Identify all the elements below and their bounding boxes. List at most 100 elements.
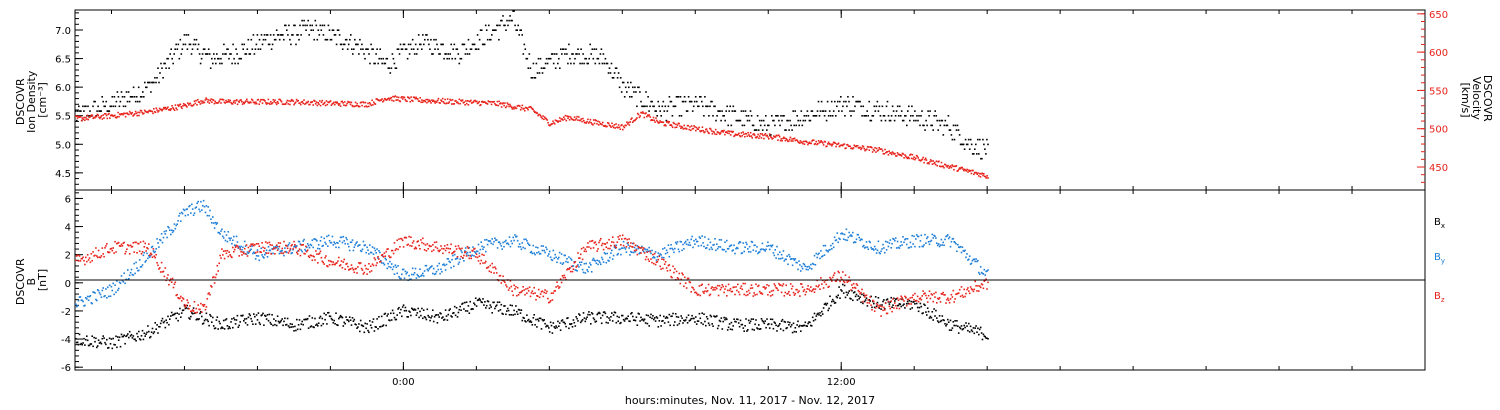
data-point (687, 96, 690, 98)
data-point (745, 241, 747, 244)
data-point (280, 100, 283, 103)
data-point (883, 115, 886, 117)
data-point (212, 276, 214, 279)
data-point (876, 301, 879, 304)
data-point (468, 246, 471, 249)
data-point (722, 131, 724, 133)
data-point (417, 307, 419, 310)
data-point (267, 98, 270, 101)
data-point (544, 251, 546, 254)
data-point (312, 29, 314, 31)
data-point (609, 125, 612, 127)
data-point (537, 57, 540, 60)
data-point (448, 260, 450, 263)
data-point (713, 243, 715, 246)
data-point (225, 234, 228, 236)
data-point (755, 283, 757, 286)
data-point (107, 251, 110, 254)
data-point (582, 53, 584, 55)
data-point (827, 115, 830, 117)
data-point (181, 48, 184, 50)
data-point (525, 288, 527, 290)
data-point (413, 96, 416, 99)
data-point (837, 294, 839, 297)
data-point (319, 240, 322, 242)
data-point (716, 115, 718, 117)
data-point (783, 137, 786, 139)
data-point (167, 57, 169, 60)
data-point (458, 247, 461, 249)
data-point (445, 263, 448, 266)
data-point (582, 312, 585, 314)
data-point (619, 248, 621, 250)
data-point (819, 288, 821, 290)
data-point (510, 285, 513, 288)
data-point (417, 34, 420, 36)
data-point (671, 126, 674, 129)
data-point (973, 173, 975, 176)
data-point (492, 301, 494, 304)
data-point (701, 235, 703, 237)
data-point (218, 100, 221, 102)
data-point (494, 237, 496, 239)
data-point (730, 321, 733, 324)
data-point (474, 99, 476, 102)
data-point (164, 62, 166, 65)
data-point (340, 43, 343, 46)
data-point (859, 100, 861, 103)
data-point (416, 273, 419, 276)
data-point (857, 100, 859, 103)
data-point (402, 43, 405, 46)
data-point (257, 243, 260, 245)
data-point (430, 317, 432, 319)
data-point (227, 327, 230, 330)
data-point (590, 240, 593, 242)
data-point (601, 123, 603, 126)
data-point (588, 246, 590, 248)
data-point (630, 118, 632, 120)
data-point (922, 156, 924, 159)
data-point (786, 293, 788, 295)
data-point (579, 257, 581, 259)
data-point (338, 240, 341, 242)
data-point (409, 278, 411, 281)
data-point (879, 115, 882, 117)
data-point (347, 43, 350, 46)
data-point (505, 29, 507, 31)
data-point (326, 38, 329, 41)
data-point (569, 323, 572, 326)
data-point (861, 293, 863, 296)
data-point (718, 285, 721, 287)
data-point (98, 342, 101, 344)
data-point (656, 260, 659, 263)
data-point (891, 242, 893, 245)
data-point (696, 294, 699, 296)
data-point (572, 268, 575, 270)
data-point (793, 294, 796, 296)
data-point (913, 300, 915, 303)
data-point (397, 99, 399, 101)
data-point (447, 247, 450, 250)
data-point (516, 286, 519, 289)
data-point (135, 96, 138, 98)
data-point (496, 24, 498, 27)
data-point (442, 316, 444, 318)
data-point (282, 324, 284, 327)
data-point (811, 110, 814, 112)
data-point (709, 127, 711, 130)
data-point (252, 243, 254, 245)
data-point (82, 256, 84, 259)
data-point (719, 110, 721, 112)
data-point (920, 115, 922, 117)
data-point (107, 251, 109, 253)
data-point (420, 101, 422, 104)
data-point (656, 317, 659, 319)
data-point (551, 259, 554, 262)
data-point (675, 123, 677, 126)
data-point (877, 297, 880, 299)
data-point (533, 314, 535, 316)
data-point (275, 247, 277, 249)
data-point (367, 329, 369, 332)
data-point (750, 240, 753, 243)
data-point (431, 53, 433, 55)
